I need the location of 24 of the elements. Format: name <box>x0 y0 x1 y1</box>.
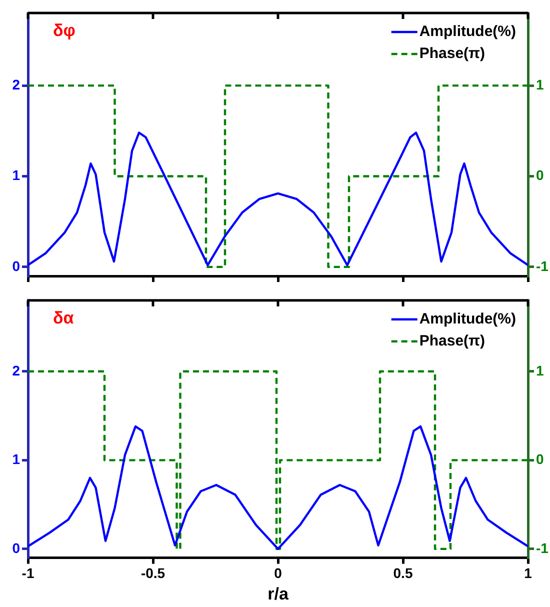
x-tick-label: 1 <box>524 565 532 582</box>
y-tick-label: 1 <box>12 451 20 468</box>
y-tick-label: 1 <box>12 167 20 184</box>
y2-tick-label: 1 <box>536 362 544 378</box>
legend-label: Amplitude(%) <box>419 310 516 328</box>
y-tick-label: 0 <box>12 258 20 274</box>
y-tick-label: 2 <box>12 362 20 378</box>
x-tick-label: 0.5 <box>393 565 413 582</box>
y2-tick-label: 1 <box>536 76 544 92</box>
annotation: δφ <box>53 21 76 40</box>
x-tick-label: -0.5 <box>140 565 166 582</box>
x-axis-title: r/a <box>268 584 289 604</box>
legend-label: Amplitude(%) <box>419 23 516 40</box>
y2-tick-label: 0 <box>536 451 544 468</box>
legend-label: Phase(π) <box>419 332 486 350</box>
y2-tick-label: -1 <box>536 258 549 274</box>
annotation: δα <box>53 308 74 328</box>
y2-tick-label: -1 <box>536 540 549 556</box>
y-tick-label: 0 <box>12 540 20 556</box>
y-tick-label: 2 <box>12 76 20 92</box>
x-tick-label: 0 <box>274 565 282 582</box>
x-tick-label: -1 <box>22 565 34 582</box>
y2-tick-label: 0 <box>536 167 544 184</box>
legend-label: Phase(π) <box>419 45 486 62</box>
